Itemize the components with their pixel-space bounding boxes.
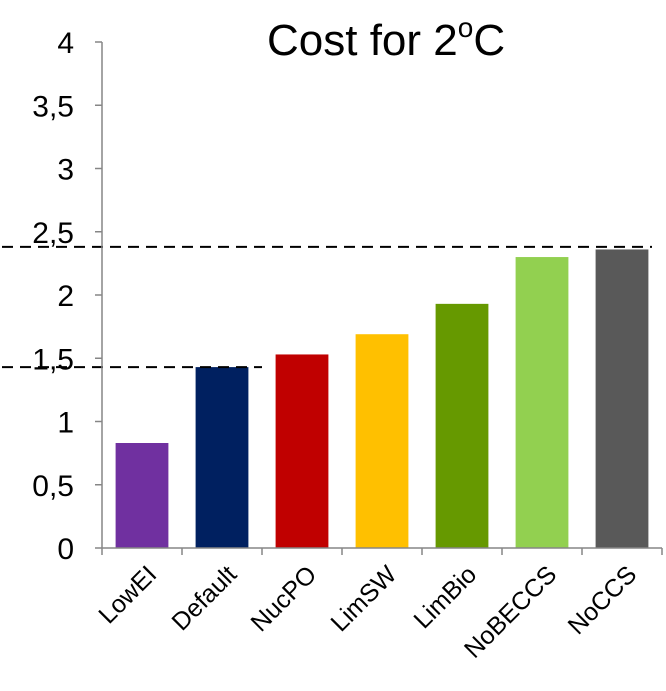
x-tick-label: NoCCS <box>563 560 643 640</box>
x-axis-ticks <box>101 548 663 555</box>
x-tick-label: NucPO <box>245 560 322 637</box>
x-tick-label: LowEI <box>93 560 162 629</box>
y-tick-label: 0 <box>57 533 74 566</box>
y-tick-label: 3,5 <box>32 90 74 123</box>
bar-nobeccs <box>515 257 569 548</box>
x-tick-label: Default <box>166 560 242 636</box>
reference-lines <box>2 245 652 369</box>
bar-nucpo <box>275 354 329 548</box>
bar-lowei <box>115 443 169 548</box>
y-tick-label: 2 <box>57 280 74 313</box>
y-tick-label: 1,5 <box>32 343 74 376</box>
y-axis-ticks: 0 0,5 1 1,5 2 2,5 3 3,5 4 <box>32 27 102 566</box>
bar-default <box>195 367 249 548</box>
y-tick-label: 3 <box>57 154 74 187</box>
bar-limsw <box>355 334 409 548</box>
bars <box>115 249 649 548</box>
chart-title: Cost for 2oC <box>267 12 505 65</box>
y-tick-label: 2,5 <box>32 217 74 250</box>
y-tick-label: 4 <box>57 27 74 60</box>
y-tick-label: 0,5 <box>32 470 74 503</box>
bar-limbio <box>435 303 489 548</box>
x-tick-label: LimSW <box>325 560 402 637</box>
bar-noccs <box>595 249 649 548</box>
y-tick-label: 1 <box>57 407 74 440</box>
x-tick-label: LimBio <box>408 560 482 634</box>
